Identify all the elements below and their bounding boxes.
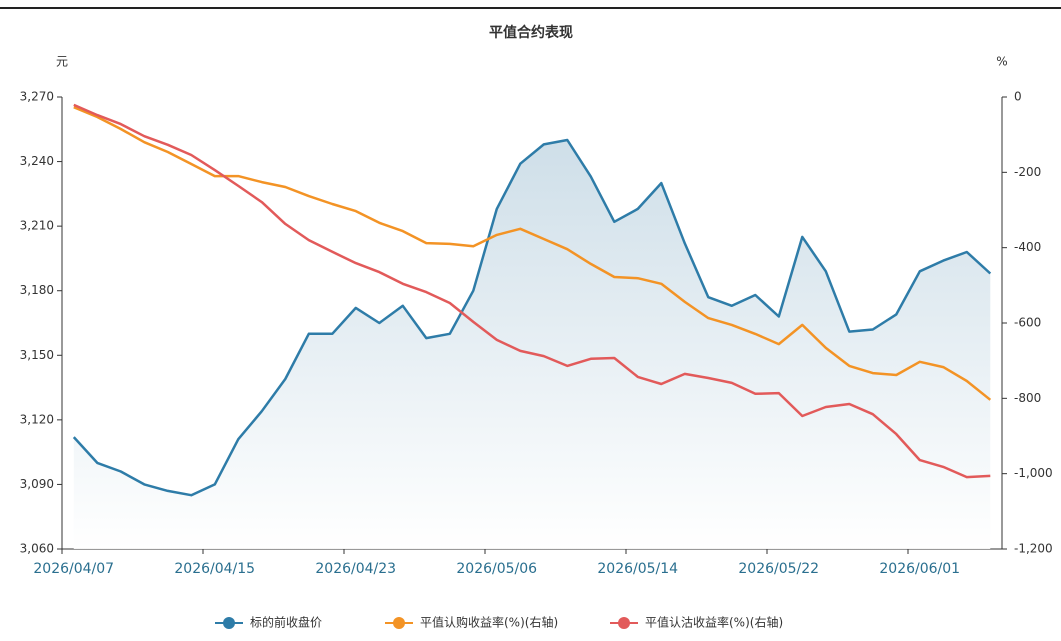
x-tick-label: 2026/04/15: [174, 561, 255, 577]
y-tick-label: 3,210: [20, 219, 54, 233]
y-tick-label: 3,180: [20, 283, 54, 297]
y2-tick-label: 0: [1014, 90, 1022, 104]
line: [73, 103, 991, 479]
legend-marker: [223, 617, 235, 629]
line: [72, 138, 992, 497]
y2-tick-label: -600: [1014, 316, 1041, 330]
y2-tick-label: -1,200: [1014, 542, 1053, 556]
x-tick-label: 2026/05/06: [456, 561, 537, 577]
chart-title: 平值合约表现: [489, 24, 573, 41]
y2-axis-unit: %: [996, 55, 1007, 69]
x-tick-label: 2026/04/23: [315, 561, 396, 577]
y-tick-label: 3,270: [20, 90, 54, 104]
legend-label: 平值认购收益率(%)(右轴): [420, 615, 558, 630]
legend-marker: [618, 617, 630, 629]
y2-tick-label: -800: [1014, 391, 1041, 405]
y2-tick-label: -400: [1014, 240, 1041, 254]
y2-tick-label: -200: [1014, 165, 1041, 179]
y-tick-label: 3,090: [20, 477, 54, 491]
x-tick-label: 2026/05/14: [597, 561, 678, 577]
y-tick-label: 3,240: [20, 154, 54, 168]
y-axis-unit: 元: [56, 55, 68, 69]
y-tick-label: 3,060: [20, 542, 54, 556]
y2-tick-label: -1,000: [1014, 466, 1053, 480]
legend-label: 标的前收盘价: [250, 615, 322, 630]
line: [73, 106, 992, 401]
x-tick-label: 2026/05/22: [738, 561, 819, 577]
area: [73, 140, 991, 549]
legend-label: 平值认沽收益率(%)(右轴): [645, 615, 783, 630]
y-tick-label: 3,150: [20, 348, 54, 362]
x-tick-label: 2026/04/07: [33, 561, 114, 577]
y-tick-label: 3,120: [20, 412, 54, 426]
legend-marker: [393, 617, 405, 629]
x-tick-label: 2026/06/01: [879, 561, 960, 577]
